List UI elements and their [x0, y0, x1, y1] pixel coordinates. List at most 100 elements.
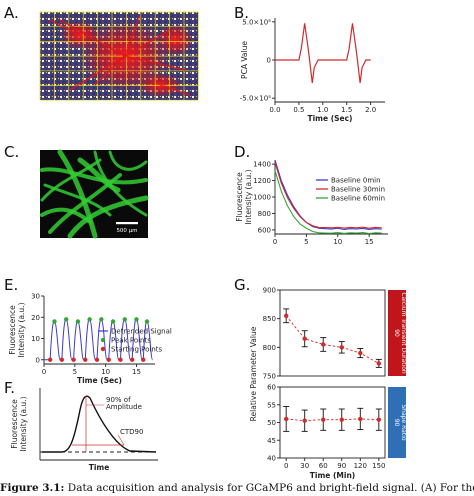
- chart-g-sub0-ytick-3: 900: [263, 287, 276, 295]
- chart-b-ytick-1: 0: [267, 57, 271, 65]
- chart-d-legend-label-2: Baseline 60min: [331, 195, 385, 203]
- chart-d-legend-label-0: Baseline 0min: [331, 177, 381, 185]
- chart-g-sub1-point-5: [376, 417, 382, 422]
- chart-g-sub1-ytick-3: 55: [267, 401, 276, 409]
- chart-e-start-point-2: [71, 357, 76, 362]
- chart-g-xtick-5: 150: [372, 462, 385, 470]
- chart-e-peak-point-4: [99, 317, 104, 322]
- chart-g-sub1-ytick-1: 45: [267, 437, 276, 445]
- chart-d-series-0: [274, 159, 382, 231]
- chart-b-ytick-2: -5.0×10⁵: [240, 95, 271, 103]
- chart-e-legend-swatch-2: [100, 346, 106, 352]
- chart-g-sub1-label: Shape Ratio90: [393, 404, 407, 440]
- chart-e-xtick-3: 15: [132, 368, 141, 376]
- chart-d-ytick-2: 1000: [253, 194, 271, 202]
- panel-a-image: [39, 11, 199, 101]
- chart-e-xtick-0: 0: [42, 368, 46, 376]
- chart-d-series-2: [274, 170, 382, 235]
- chart-g-sub1-point-1: [302, 418, 307, 423]
- chart-g-sub0-label: Calcium Transient Duration90: [393, 292, 407, 374]
- chart-e-start-point-4: [94, 357, 100, 362]
- chart-g-xlabel: Time (Min): [310, 471, 355, 480]
- chart-g-sub0-point-2: [321, 342, 326, 347]
- chart-d-ytick-0: 600: [258, 226, 271, 234]
- chart-e-ytick-3: 30: [31, 293, 40, 301]
- chart-e-xtick-2: 10: [101, 368, 110, 376]
- chart-e-start-point-0: [47, 357, 53, 362]
- chart-g-sub1-line: [286, 418, 379, 422]
- chart-e-peak-point-7: [134, 317, 139, 322]
- chart-f-annotation-1: CTD90: [120, 428, 143, 436]
- chart-e-legend-swatch-1: [100, 337, 106, 343]
- chart-d-ytick-4: 1400: [253, 161, 271, 169]
- chart-g-sub1-point-2: [321, 417, 326, 422]
- caption-figure-label: Figure 3.1:: [0, 482, 65, 494]
- chart-b-xtick-0: 0.0: [269, 106, 280, 114]
- chart-g-sub1-ytick-2: 50: [267, 419, 276, 427]
- chart-e-legend-label-2: Starting Points: [111, 346, 163, 354]
- chart-g-sub1-label-box: [388, 387, 406, 458]
- chart-d-ytick-1: 800: [258, 210, 271, 218]
- chart-e-xlabel: Time (Sec): [77, 376, 122, 385]
- chart-e-peak-point-1: [63, 317, 69, 322]
- panel-g-letter: G.: [234, 276, 250, 294]
- chart-g-sub0-point-0: [283, 313, 289, 318]
- chart-b-xtick-4: 2.0: [365, 106, 376, 114]
- panel-c-image: 500 μm: [40, 149, 149, 239]
- chart-f: 90% of Amplitude CTD90 Time FluorescenceInte…: [10, 388, 158, 472]
- chart-e-start-point-8: [141, 357, 146, 362]
- chart-f-annotation-0: 90% of Amplitude: [106, 396, 142, 411]
- chart-b-xtick-1: 0.5: [293, 106, 304, 114]
- panel-a-letter: A.: [4, 4, 19, 22]
- chart-f-annot-pointer-2: [117, 434, 125, 446]
- panel-f-letter: F.: [4, 379, 15, 397]
- chart-b-ytick-0: 5.0×10⁵: [242, 18, 271, 26]
- figure-caption: Figure 3.1: Data acquisition and analysi…: [0, 482, 474, 496]
- chart-g-sub0-point-4: [358, 350, 363, 356]
- chart-e-ylabel: FluorescenceIntensity (a.u.): [8, 302, 26, 357]
- chart-g-sub1-point-4: [358, 416, 363, 422]
- chart-g-xtick-3: 90: [337, 462, 346, 470]
- chart-e-ytick-0: 0: [36, 356, 40, 364]
- scale-bar: [116, 222, 138, 225]
- chart-d-xtick-3: 15: [365, 238, 374, 246]
- chart-b: 0.0 0.5 1.0 1.5 2.0 5.0×10⁵ 0 -5.0×10⁵ Time (Sec…: [240, 18, 385, 123]
- chart-b-xlabel: Time (Sec): [308, 114, 353, 123]
- caption-text: Data acquisition and analysis for GCaMP6…: [67, 482, 474, 494]
- chart-b-series-line: [275, 23, 371, 83]
- chart-d-xtick-1: 5: [304, 238, 308, 246]
- chart-g-sub0-point-1: [302, 336, 307, 341]
- chart-g-sub1-ytick-0: 40: [267, 455, 276, 463]
- chart-e-start-point-7: [129, 357, 135, 362]
- chart-b-xtick-2: 1.0: [317, 106, 328, 114]
- chart-e-legend-label-1: Peak Points: [111, 337, 151, 345]
- chart-g-frame-0: [279, 289, 386, 377]
- chart-f-xlabel: Time: [89, 463, 110, 472]
- chart-f-transient-curve: [42, 395, 157, 453]
- chart-b-ylabel: PCA Value: [240, 41, 249, 79]
- chart-g-sub1-ytick-4: 60: [267, 384, 276, 392]
- chart-e-ytick-2: 20: [31, 314, 40, 322]
- panel-b-letter: B.: [234, 4, 249, 22]
- chart-g-sub0-point-5: [376, 361, 382, 366]
- chart-d-legend-label-1: Baseline 30min: [331, 186, 385, 194]
- chart-g-sub1-point-0: [283, 416, 289, 422]
- chart-e-start-point-6: [118, 357, 123, 362]
- chart-e-peak-point-6: [122, 317, 127, 322]
- chart-e-xtick-1: 5: [73, 368, 77, 376]
- chart-g-ylabel: Relative Parameter Value: [249, 326, 258, 421]
- chart-e-peak-point-8: [144, 319, 150, 324]
- chart-f-ylabel: FluorescenceIntensity (a.u.): [10, 396, 28, 451]
- chart-g-xtick-2: 60: [319, 462, 328, 470]
- chart-d-xtick-0: 0: [273, 238, 277, 246]
- chart-e-ytick-1: 10: [31, 335, 40, 343]
- panel-e-letter: E.: [4, 276, 18, 294]
- chart-g-frame-1: [279, 386, 386, 459]
- chart-e-start-point-5: [106, 357, 111, 362]
- chart-g-sub0-label-box: [388, 290, 406, 376]
- chart-e-start-point-3: [83, 357, 88, 362]
- chart-e-peak-point-5: [110, 319, 116, 324]
